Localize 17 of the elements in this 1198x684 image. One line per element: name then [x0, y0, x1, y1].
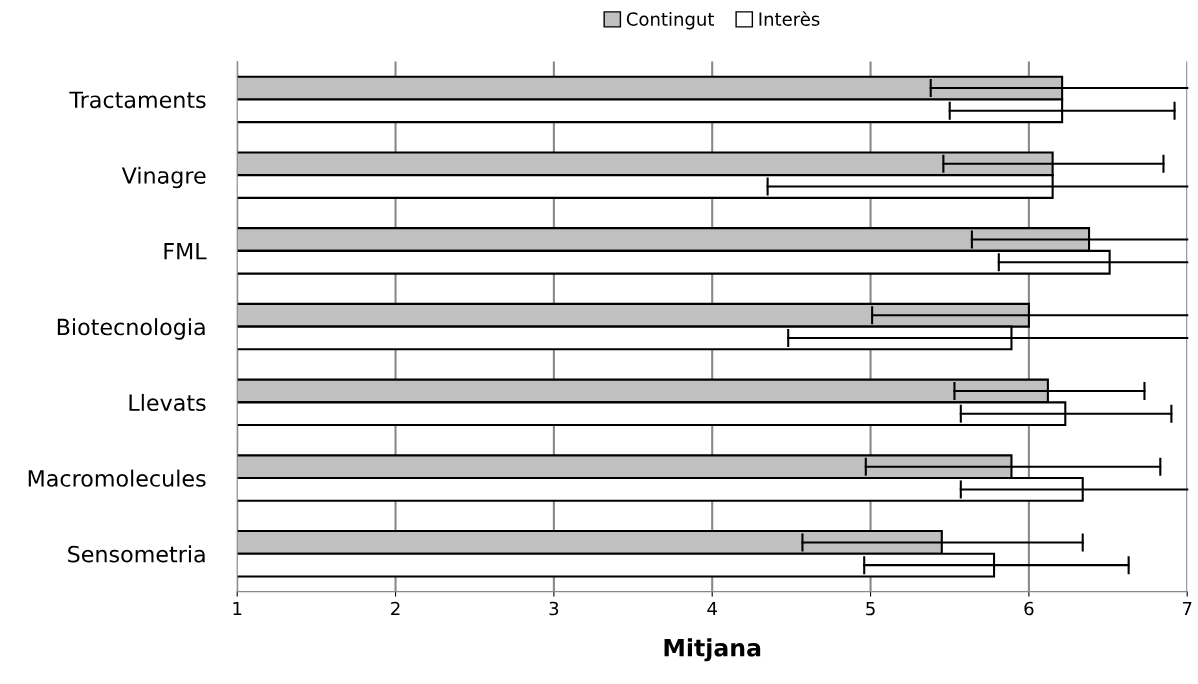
y-tick-label: Vinagre	[121, 166, 206, 189]
x-tick-label: 3	[549, 601, 559, 616]
y-tick-label: Sensometria	[68, 545, 205, 563]
x-tick-label: 5	[866, 601, 875, 616]
x-tick-label: 2	[391, 601, 400, 616]
y-tick-label: FML	[164, 243, 207, 260]
y-tick-label: Biotecnologia	[57, 318, 205, 340]
x-tick-label: 4	[707, 601, 717, 616]
x-tick-label: 6	[1024, 601, 1034, 616]
y-tick-label: Macromolecules	[28, 469, 206, 487]
y-tick-label: Tractaments	[69, 91, 206, 109]
x-tick-label: 1	[233, 601, 242, 616]
legend-label: Interès	[759, 11, 820, 26]
x-axis-title: Mitjana	[664, 638, 761, 662]
y-tick-label: Llevats	[129, 393, 206, 412]
x-tick-label: 7	[1182, 601, 1192, 616]
legend-label: Contingut	[626, 11, 715, 30]
